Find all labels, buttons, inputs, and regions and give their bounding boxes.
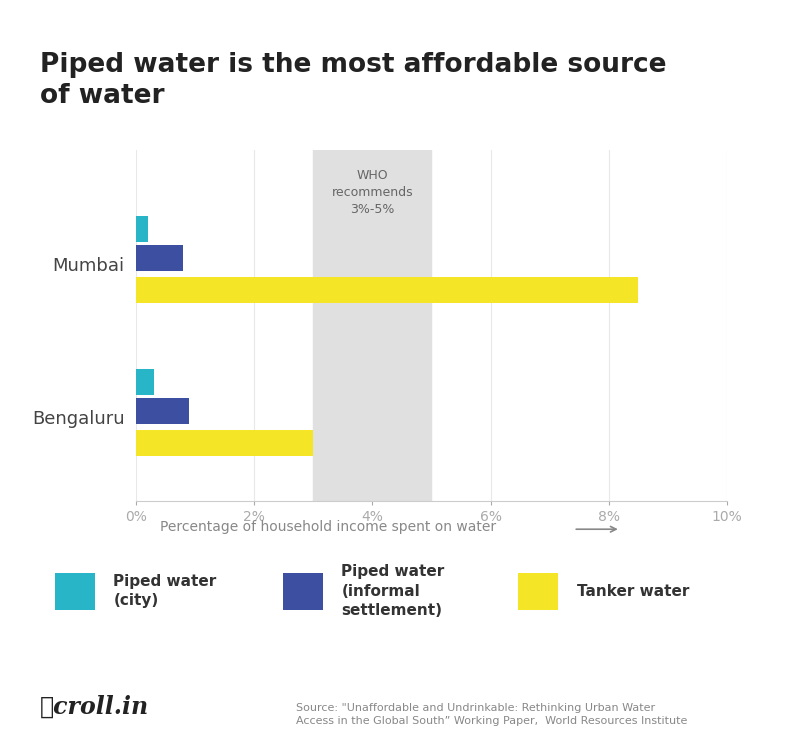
FancyBboxPatch shape [283,573,323,610]
Bar [313,150,431,501]
Text: Piped water
(city): Piped water (city) [113,574,217,608]
Text: Piped water
(informal
settlement): Piped water (informal settlement) [341,565,444,618]
Bar [136,216,148,242]
FancyBboxPatch shape [518,573,559,610]
Bar [136,369,153,395]
Text: Piped water is the most affordable source
of water: Piped water is the most affordable sourc… [40,52,666,109]
Text: WHO
recommends
3%-5%: WHO recommends 3%-5% [332,170,413,216]
Text: Tanker water: Tanker water [577,583,689,598]
Text: Source: "Unaffordable and Undrinkable: Rethinking Urban Water
Access in the Glob: Source: "Unaffordable and Undrinkable: R… [296,703,687,726]
Bar [136,278,638,303]
Bar [136,245,183,271]
FancyBboxPatch shape [54,573,95,610]
Bar [136,430,313,456]
Text: 𝓈croll.in: 𝓈croll.in [40,695,149,719]
Bar [136,398,189,424]
Text: Percentage of household income spent on water: Percentage of household income spent on … [160,521,496,534]
